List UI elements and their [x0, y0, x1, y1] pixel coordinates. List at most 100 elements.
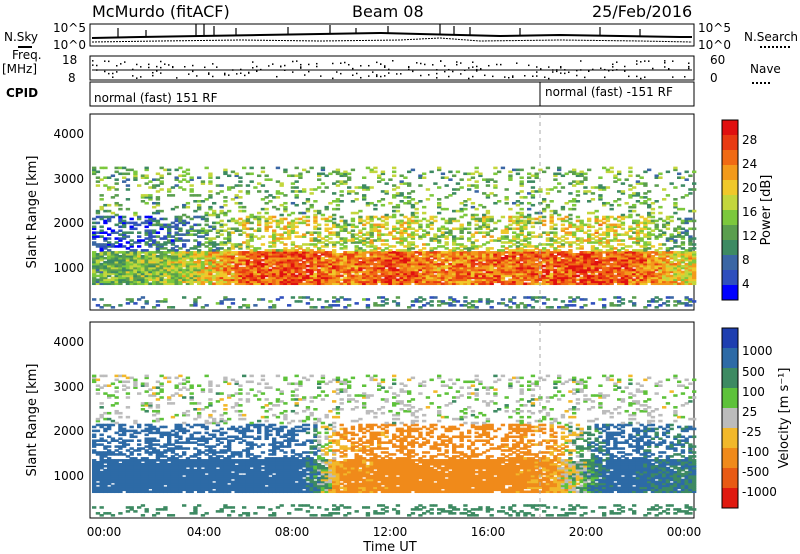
power-cell	[549, 243, 554, 246]
power-cell	[137, 184, 142, 187]
power-cell	[579, 264, 584, 268]
power-cell	[433, 233, 438, 236]
power-cell	[129, 274, 134, 278]
power-cell	[530, 166, 536, 170]
power-cell	[324, 300, 329, 303]
power-cell	[350, 253, 356, 256]
power-cell	[553, 258, 558, 262]
power-cell	[287, 237, 292, 240]
power-cell	[242, 278, 247, 282]
power-cell	[515, 262, 521, 266]
power-cell	[125, 253, 131, 256]
power-cell	[369, 274, 374, 278]
power-cell	[590, 198, 596, 201]
power-cell	[620, 274, 626, 278]
power-cell	[317, 249, 322, 252]
power-cell	[144, 219, 149, 223]
power-cell	[227, 237, 232, 240]
power-cell	[549, 272, 554, 276]
power-cell	[167, 249, 172, 252]
power-cell	[542, 274, 547, 278]
power-cell	[283, 227, 288, 231]
power-cell	[350, 274, 356, 278]
power-cell	[249, 268, 254, 272]
power-cell	[208, 225, 213, 229]
power-cell	[467, 306, 472, 309]
power-cell	[455, 170, 461, 174]
power-cell	[429, 282, 434, 286]
nave-dot	[332, 62, 334, 65]
power-cell	[309, 188, 314, 191]
power-cell	[418, 278, 423, 282]
power-cell	[238, 268, 243, 272]
power-cell	[365, 166, 371, 170]
power-cell	[343, 268, 348, 272]
power-cell	[148, 231, 153, 234]
power-cell	[133, 278, 138, 282]
power-cell	[332, 253, 337, 256]
power-cell	[572, 200, 577, 203]
power-cell	[313, 245, 318, 248]
power-cell	[628, 170, 633, 174]
power-cell	[302, 243, 307, 246]
power-cell	[643, 170, 648, 174]
cpid-segment-2: normal (fast) -151 RF	[545, 85, 673, 99]
power-cell	[110, 253, 116, 256]
power-cell	[107, 274, 112, 278]
power-cell	[583, 176, 588, 179]
power-cell	[662, 243, 667, 246]
power-cell	[114, 245, 119, 248]
power-cell	[174, 282, 179, 286]
power-cell	[227, 209, 232, 213]
power-cell	[605, 223, 611, 227]
power-cell	[617, 262, 622, 266]
power-cell	[654, 200, 659, 203]
power-cell	[635, 249, 641, 252]
power-cell	[354, 270, 359, 274]
power-cell	[215, 274, 221, 278]
power-cell	[260, 298, 266, 301]
power-cell	[474, 251, 479, 254]
power-cell	[298, 217, 303, 221]
power-cell	[204, 256, 209, 260]
power-cell	[129, 258, 134, 262]
nave-dot	[300, 63, 302, 66]
power-cell	[392, 262, 397, 266]
power-cell	[279, 278, 284, 282]
power-cell	[620, 217, 626, 221]
power-cell	[332, 280, 337, 284]
power-cell	[234, 184, 239, 187]
power-cell	[632, 256, 637, 260]
power-cell	[223, 296, 228, 299]
power-cell	[193, 278, 198, 282]
power-cell	[245, 262, 251, 266]
power-cell	[230, 298, 236, 301]
power-cell	[467, 239, 472, 242]
power-cell	[485, 272, 491, 276]
power-cell	[118, 256, 123, 260]
power-cell	[519, 227, 524, 231]
power-cell	[647, 227, 652, 231]
power-cell	[328, 237, 333, 240]
power-cell	[272, 229, 277, 233]
power-cell	[568, 258, 573, 262]
power-cell	[620, 276, 626, 280]
power-cell	[399, 282, 404, 286]
power-cell	[617, 278, 622, 282]
power-cell	[568, 270, 573, 274]
power-cell	[197, 235, 202, 238]
power-cell	[470, 233, 476, 236]
power-cell	[590, 264, 596, 268]
power-cell	[264, 227, 269, 231]
power-cell	[455, 243, 461, 246]
power-cell	[474, 213, 479, 217]
power-cell	[493, 239, 498, 242]
power-cell	[643, 235, 648, 238]
power-cell	[437, 264, 442, 268]
power-cell	[137, 272, 142, 276]
power-cell	[515, 168, 521, 172]
power-cell	[107, 258, 112, 262]
power-cell	[425, 260, 431, 264]
power-cell	[99, 280, 104, 284]
power-cell	[515, 245, 521, 248]
